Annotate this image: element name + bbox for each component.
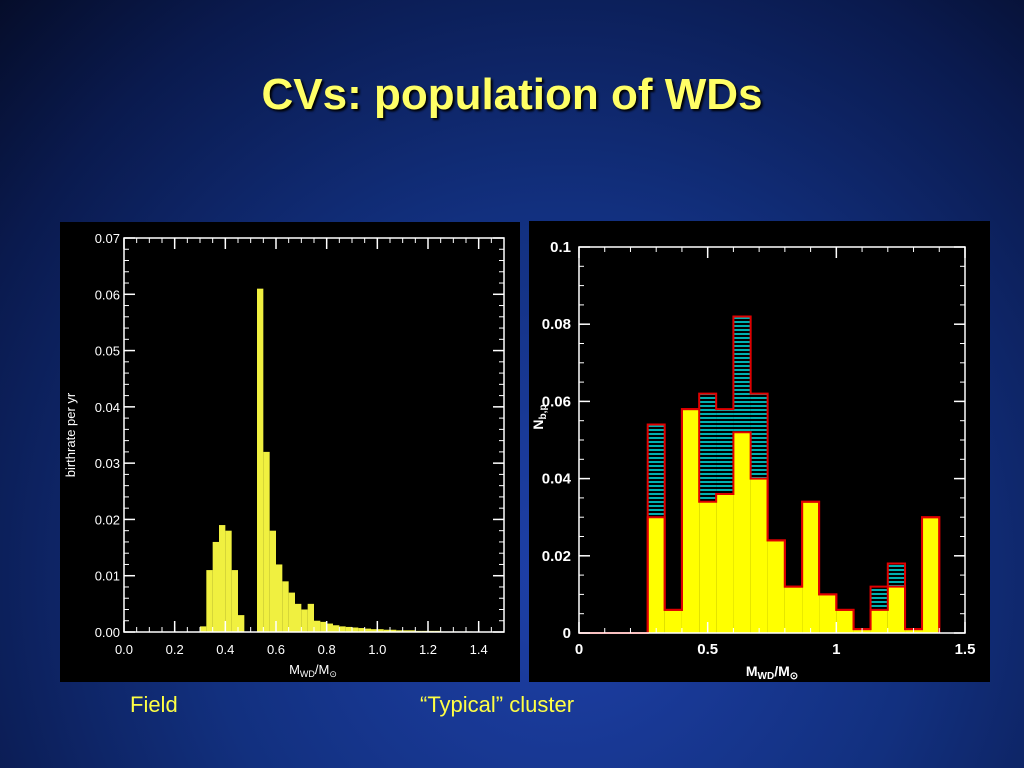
y-tick-label: 0 bbox=[563, 625, 571, 642]
histogram-bar bbox=[345, 626, 352, 632]
filled-bar bbox=[767, 540, 785, 633]
hatched-bar bbox=[750, 393, 768, 479]
y-axis-label: Nb,p bbox=[530, 404, 549, 429]
histogram-bar bbox=[295, 603, 302, 632]
y-tick-label: 0.06 bbox=[542, 393, 571, 410]
histogram-bar bbox=[402, 630, 409, 632]
x-tick-label: 0.2 bbox=[166, 642, 184, 657]
filled-bar bbox=[819, 594, 837, 633]
histogram-bar bbox=[219, 525, 226, 632]
x-tick-label: 0.4 bbox=[216, 642, 234, 657]
histogram-bar bbox=[301, 609, 308, 632]
histogram-bar bbox=[288, 592, 295, 632]
x-axis-label: MWD/M⊙ bbox=[746, 663, 798, 682]
filled-bar bbox=[802, 501, 820, 633]
y-tick-label: 0.02 bbox=[542, 548, 571, 565]
x-axis-label: MWD/M⊙ bbox=[289, 662, 337, 679]
filled-bar bbox=[922, 517, 940, 633]
histogram-bar bbox=[200, 626, 207, 632]
histogram-bar bbox=[276, 564, 283, 632]
histogram-bar bbox=[364, 628, 371, 632]
cluster-caption: “Typical” cluster bbox=[420, 692, 575, 717]
filled-bar bbox=[870, 609, 888, 633]
histogram-bar bbox=[257, 288, 264, 632]
cluster-histogram: 0 0.5 1 1.5 0 0.02 0.04 0.06 0.08 0.1 MWD/M⊙ Nb,p bbox=[530, 239, 976, 682]
histogram-bar bbox=[206, 570, 213, 632]
x-tick-label: 1.4 bbox=[470, 642, 488, 657]
histogram-bar bbox=[282, 581, 289, 632]
filled-bar bbox=[699, 501, 717, 633]
hatched-bar bbox=[647, 424, 665, 518]
histogram-bar bbox=[358, 628, 365, 632]
y-tick-label: 0.02 bbox=[95, 512, 120, 527]
filled-outline bbox=[579, 408, 941, 634]
filled-bar bbox=[750, 478, 768, 633]
filled-bar bbox=[664, 609, 682, 633]
y-tick-label: 0.05 bbox=[95, 344, 120, 359]
filled-bar bbox=[887, 586, 906, 633]
x-tick-label: 0.0 bbox=[115, 642, 133, 657]
y-tick-label: 0.04 bbox=[95, 400, 120, 415]
filled-bar bbox=[647, 517, 665, 633]
histogram-bar bbox=[320, 621, 327, 632]
histogram-bar bbox=[225, 530, 232, 632]
histogram-bar bbox=[352, 627, 359, 632]
x-tick-label: 0.6 bbox=[267, 642, 285, 657]
histogram-bar bbox=[390, 629, 397, 632]
histogram-bar bbox=[231, 570, 238, 632]
histogram-bar bbox=[212, 541, 219, 632]
x-tick-label: 1.0 bbox=[368, 642, 386, 657]
cluster-chart-panel: 0 0.5 1 1.5 0 0.02 0.04 0.06 0.08 0.1 MWD/M⊙ Nb,p bbox=[529, 221, 990, 682]
filled-bar bbox=[681, 409, 700, 633]
y-tick-label: 0.03 bbox=[95, 456, 120, 471]
x-tick-label: 1.5 bbox=[955, 641, 976, 658]
histogram-bar bbox=[396, 630, 403, 632]
x-tick-label: 1.2 bbox=[419, 642, 437, 657]
y-axis-label: birthrate per yr bbox=[63, 392, 78, 477]
histogram-bar bbox=[371, 629, 378, 632]
histogram-bar bbox=[263, 451, 270, 632]
y-tick-label: 0.06 bbox=[95, 287, 120, 302]
field-caption: Field bbox=[130, 692, 178, 717]
hatched-bar bbox=[870, 586, 888, 610]
x-tick-label: 0.5 bbox=[697, 641, 718, 658]
hatched-bar bbox=[887, 563, 906, 587]
histogram-bar bbox=[377, 629, 384, 632]
y-tick-label: 0.08 bbox=[542, 316, 571, 333]
filled-bar bbox=[836, 609, 854, 633]
filled-bar bbox=[716, 494, 734, 633]
histogram-bar bbox=[409, 630, 416, 632]
slide-title: CVs: population of WDs bbox=[261, 70, 763, 119]
filled-bar bbox=[784, 586, 803, 633]
histogram-bar bbox=[307, 603, 314, 632]
field-chart-panel: 0.0 0.2 0.4 0.6 0.8 1.0 1.2 1.4 0.00 0.01 0.02 0.03… bbox=[60, 222, 520, 682]
histogram-bar bbox=[326, 623, 333, 632]
hatched-bar bbox=[733, 316, 751, 433]
histogram-bar bbox=[383, 629, 390, 632]
histogram-bar bbox=[238, 615, 245, 632]
y-tick-label: 0.04 bbox=[542, 471, 572, 488]
x-tick-label: 1 bbox=[832, 641, 840, 658]
histogram-bar bbox=[339, 626, 346, 632]
y-tick-label: 0.00 bbox=[95, 625, 120, 640]
x-tick-label: 0 bbox=[575, 641, 583, 658]
hatched-bar bbox=[699, 393, 717, 502]
y-tick-label: 0.1 bbox=[550, 239, 571, 256]
y-tick-label: 0.01 bbox=[95, 569, 120, 584]
filled-bar bbox=[733, 432, 751, 633]
histogram-bar bbox=[269, 530, 276, 632]
plot-frame bbox=[123, 237, 505, 633]
x-tick-label: 0.8 bbox=[318, 642, 336, 657]
histogram-bar bbox=[314, 620, 321, 632]
hatched-bar bbox=[716, 409, 734, 495]
histogram-bar bbox=[333, 625, 340, 632]
field-histogram: 0.0 0.2 0.4 0.6 0.8 1.0 1.2 1.4 0.00 0.01 0.02 0.03… bbox=[63, 231, 505, 679]
y-tick-label: 0.07 bbox=[95, 231, 120, 246]
